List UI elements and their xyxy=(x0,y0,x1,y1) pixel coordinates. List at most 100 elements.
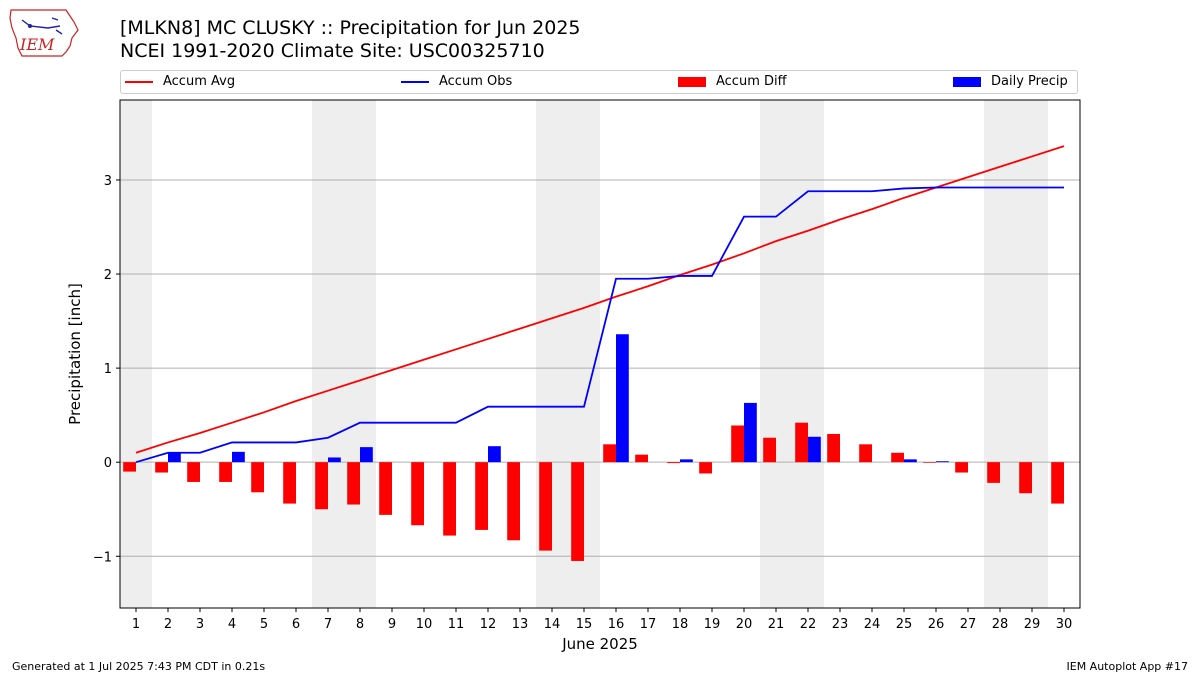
plot-frame xyxy=(119,99,1081,609)
accum-diff-bar-26 xyxy=(923,462,936,463)
x-tick-label-5: 5 xyxy=(260,617,268,632)
iem-logo: IEM xyxy=(9,9,79,57)
x-tick-label-19: 19 xyxy=(704,617,721,632)
accum-diff-bar-17 xyxy=(635,454,648,463)
accum-diff-bar-4 xyxy=(219,462,232,482)
accum-diff-bar-28 xyxy=(987,462,1000,483)
accum-diff-bar-12 xyxy=(475,462,488,530)
legend-swatch-accum-obs xyxy=(401,80,429,83)
x-tick-label-25: 25 xyxy=(896,617,913,632)
x-tick-label-10: 10 xyxy=(416,617,433,632)
daily-precip-bar-16 xyxy=(616,334,629,463)
line-series xyxy=(135,145,1065,464)
legend-label-accum-diff: Accum Diff xyxy=(716,74,787,89)
legend-label-accum-obs: Accum Obs xyxy=(439,74,513,89)
daily-precip-bar-26 xyxy=(936,461,949,463)
daily-precip-bar-2 xyxy=(168,452,181,463)
accum-diff-bar-21 xyxy=(763,437,776,463)
chart-legend: Accum Avg Accum Obs Accum Diff Daily Pre… xyxy=(120,70,1078,94)
y-tick-label-3: 2 xyxy=(104,268,112,283)
x-tick-label-11: 11 xyxy=(448,617,465,632)
daily-precip-bar-8 xyxy=(360,447,373,463)
accum-diff-bar-5 xyxy=(251,462,264,493)
x-tick-label-22: 22 xyxy=(800,617,817,632)
legend-swatch-accum-avg xyxy=(125,80,153,83)
legend-item-accum-diff: Accum Diff xyxy=(678,74,787,90)
accum-diff-bar-9 xyxy=(379,462,392,515)
x-tick-label-2: 2 xyxy=(164,617,172,632)
weekend-shade-0 xyxy=(120,100,152,608)
logo-text: IEM xyxy=(19,35,55,54)
x-tick-label-6: 6 xyxy=(292,617,300,632)
x-tick-label-28: 28 xyxy=(992,617,1009,632)
accum-diff-bar-18 xyxy=(667,462,680,464)
accum-diff-bar-20 xyxy=(731,425,744,463)
accum-diff-bar-27 xyxy=(955,462,968,473)
accum-diff-bar-16 xyxy=(603,444,616,463)
y-tick-label-4: 3 xyxy=(104,174,112,189)
legend-swatch-daily-precip xyxy=(953,76,981,87)
iowa-state-outline-icon xyxy=(9,9,79,57)
accum-diff-bar-3 xyxy=(187,462,200,482)
legend-swatch-accum-diff xyxy=(678,76,706,87)
x-tick-label-12: 12 xyxy=(480,617,497,632)
x-axis-label: June 2025 xyxy=(561,635,638,653)
x-tick-label-15: 15 xyxy=(576,617,593,632)
x-tick-label-18: 18 xyxy=(672,617,689,632)
y-axis-label: Precipitation [inch] xyxy=(66,283,84,425)
daily-precip-bar-4 xyxy=(232,451,245,463)
bar-series xyxy=(123,334,1064,561)
accum-diff-bar-19 xyxy=(699,462,712,474)
weather-instrument-icon xyxy=(21,17,63,35)
chart-subtitle: NCEI 1991-2020 Climate Site: USC00325710 xyxy=(120,40,545,62)
x-tick-label-17: 17 xyxy=(640,617,657,632)
legend-label-daily-precip: Daily Precip xyxy=(991,74,1068,89)
accum-diff-bar-15 xyxy=(571,462,584,561)
accum-obs-line xyxy=(135,186,1064,464)
accum-diff-bar-2 xyxy=(155,462,168,473)
weekend-shading xyxy=(120,100,1048,608)
accum-diff-bar-6 xyxy=(283,462,296,504)
y-tick-label-2: 1 xyxy=(104,362,112,377)
daily-precip-bar-18 xyxy=(680,459,693,463)
accum-diff-bar-8 xyxy=(347,462,360,505)
x-tick-label-24: 24 xyxy=(864,617,881,632)
accum-diff-bar-29 xyxy=(1019,462,1032,494)
x-tick-label-13: 13 xyxy=(512,617,529,632)
daily-precip-bar-22 xyxy=(808,436,821,463)
daily-precip-bar-20 xyxy=(744,402,757,463)
accum-diff-bar-30 xyxy=(1051,462,1064,504)
accum-diff-bar-22 xyxy=(795,422,808,463)
footer-generated: Generated at 1 Jul 2025 7:43 PM CDT in 0… xyxy=(12,660,266,673)
accum-diff-bar-13 xyxy=(507,462,520,541)
x-tick-label-9: 9 xyxy=(388,617,396,632)
accum-diff-bar-7 xyxy=(315,462,328,510)
x-tick-label-4: 4 xyxy=(228,617,236,632)
x-tick-label-14: 14 xyxy=(544,617,561,632)
x-tick-label-23: 23 xyxy=(832,617,849,632)
x-tick-label-1: 1 xyxy=(132,617,140,632)
accum-diff-bar-14 xyxy=(539,462,552,551)
accum-diff-bar-1 xyxy=(123,462,136,472)
y-tick-label-1: 0 xyxy=(104,456,112,471)
chart-title: [MLKN8] MC CLUSKY :: Precipitation for J… xyxy=(120,17,581,39)
footer-app: IEM Autoplot App #17 xyxy=(1066,660,1189,673)
legend-label-accum-avg: Accum Avg xyxy=(163,74,236,89)
x-tick-label-3: 3 xyxy=(196,617,204,632)
x-tick-label-26: 26 xyxy=(928,617,945,632)
daily-precip-bar-7 xyxy=(328,457,341,463)
y-gridlines xyxy=(120,179,1080,557)
accum-diff-bar-11 xyxy=(443,462,456,536)
x-tick-label-7: 7 xyxy=(324,617,332,632)
legend-item-daily-precip: Daily Precip xyxy=(953,74,1068,90)
legend-item-accum-obs: Accum Obs xyxy=(401,74,512,90)
x-tick-label-21: 21 xyxy=(768,617,785,632)
x-tick-label-30: 30 xyxy=(1056,617,1073,632)
accum-diff-bar-10 xyxy=(411,462,424,526)
accum-avg-line xyxy=(135,145,1065,454)
weekend-shade-3 xyxy=(760,100,824,608)
x-tick-label-27: 27 xyxy=(960,617,977,632)
legend-item-accum-avg: Accum Avg xyxy=(125,74,235,90)
x-axis-ticks: 1 2 3 4 5 6 7 8 9 10 11 12 13 14 15 16 17 18 19 20 21 22 23 24 2… xyxy=(132,608,1072,632)
